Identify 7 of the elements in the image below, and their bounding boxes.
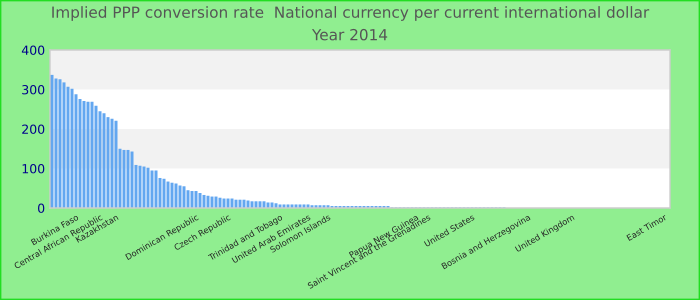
y-tick-label: 0 (38, 203, 44, 213)
chart-title: Implied PPP conversion rate National currency per current international dollar (52, 6, 650, 21)
y-tick-label: 400 (22, 45, 44, 55)
chart-subtitle: Year 2014 (312, 28, 388, 40)
y-tick-label: 200 (22, 124, 44, 134)
y-tick-label: 100 (22, 164, 44, 174)
y-tick-label: 300 (22, 84, 44, 94)
